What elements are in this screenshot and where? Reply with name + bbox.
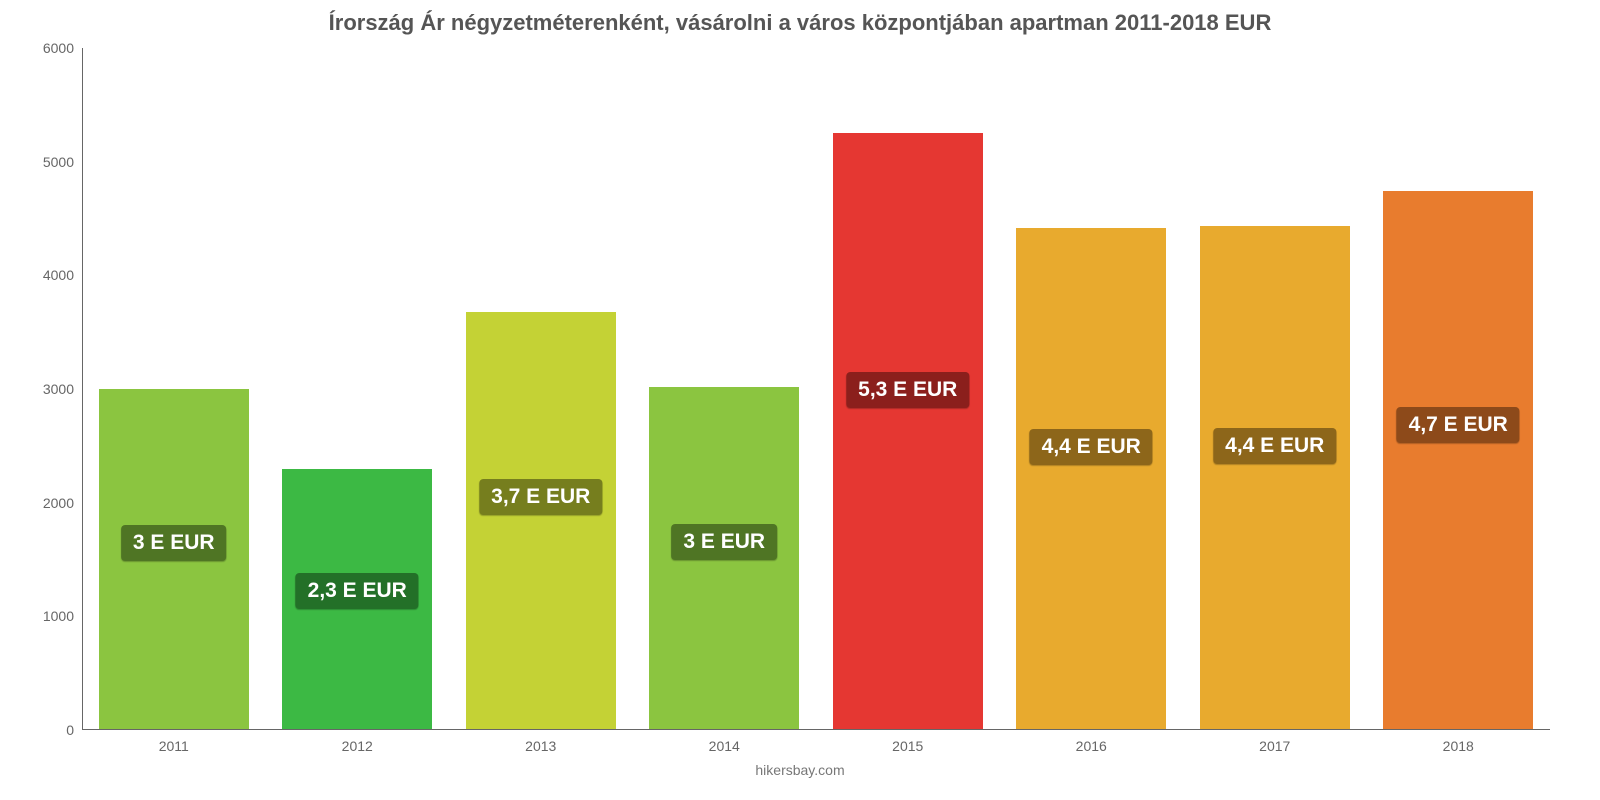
bar-slot: 5,3 E EUR — [816, 48, 1000, 730]
bar-slot: 2,3 E EUR — [266, 48, 450, 730]
y-tick-label: 6000 — [43, 40, 74, 56]
bar: 3 E EUR — [649, 387, 799, 730]
bar-value-badge: 3 E EUR — [671, 524, 777, 560]
bar-chart: Írország Ár négyzetméterenként, vásároln… — [0, 0, 1600, 800]
x-tick-label: 2013 — [449, 738, 633, 754]
bar-value-badge: 4,4 E EUR — [1030, 429, 1153, 465]
bar-value-badge: 3,7 E EUR — [479, 479, 602, 515]
bar-slot: 4,4 E EUR — [1183, 48, 1367, 730]
y-tick-label: 3000 — [43, 381, 74, 397]
bar-value-badge: 5,3 E EUR — [846, 372, 969, 408]
x-tick-label: 2017 — [1183, 738, 1367, 754]
bar: 4,4 E EUR — [1200, 226, 1350, 730]
bar-slot: 4,4 E EUR — [1000, 48, 1184, 730]
plot-area: 0100020003000400050006000 3 E EUR2,3 E E… — [22, 48, 1570, 730]
x-axis-line — [82, 729, 1550, 730]
y-tick-label: 0 — [66, 722, 74, 738]
bar: 5,3 E EUR — [833, 133, 983, 730]
x-tick-label: 2011 — [82, 738, 266, 754]
chart-title: Írország Ár négyzetméterenként, vásároln… — [0, 10, 1600, 36]
bar-slot: 4,7 E EUR — [1367, 48, 1551, 730]
bar-slot: 3,7 E EUR — [449, 48, 633, 730]
bar: 2,3 E EUR — [282, 469, 432, 730]
chart-credit: hikersbay.com — [0, 762, 1600, 778]
bar: 4,4 E EUR — [1016, 228, 1166, 730]
y-axis: 0100020003000400050006000 — [22, 48, 82, 730]
bar: 4,7 E EUR — [1383, 191, 1533, 730]
bar: 3 E EUR — [99, 389, 249, 730]
x-axis-labels: 20112012201320142015201620172018 — [82, 738, 1550, 754]
bar-value-badge: 4,7 E EUR — [1397, 407, 1520, 443]
bar-value-badge: 3 E EUR — [121, 525, 227, 561]
x-tick-label: 2012 — [266, 738, 450, 754]
x-tick-label: 2014 — [633, 738, 817, 754]
x-tick-label: 2016 — [1000, 738, 1184, 754]
bar-slot: 3 E EUR — [633, 48, 817, 730]
bar-slot: 3 E EUR — [82, 48, 266, 730]
x-tick-label: 2015 — [816, 738, 1000, 754]
bar-value-badge: 2,3 E EUR — [296, 573, 419, 609]
x-tick-label: 2018 — [1367, 738, 1551, 754]
bar: 3,7 E EUR — [466, 312, 616, 730]
y-tick-label: 4000 — [43, 267, 74, 283]
y-tick-label: 2000 — [43, 495, 74, 511]
y-tick-label: 5000 — [43, 154, 74, 170]
y-tick-label: 1000 — [43, 608, 74, 624]
bar-value-badge: 4,4 E EUR — [1213, 428, 1336, 464]
bars-container: 3 E EUR 2,3 E EUR 3,7 E EUR 3 E EUR 5,3 E EU… — [82, 48, 1550, 730]
